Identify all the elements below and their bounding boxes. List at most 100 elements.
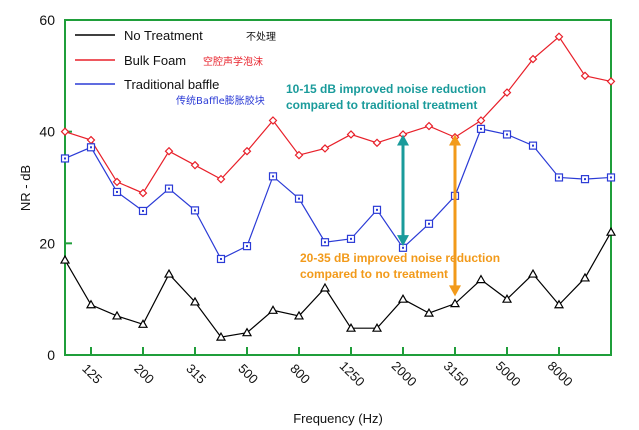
data-point-triangle <box>59 254 71 264</box>
series-layer <box>59 32 617 341</box>
data-point-diamond <box>216 174 226 184</box>
data-point-square-dot <box>506 133 508 136</box>
data-point-diamond <box>476 116 486 125</box>
x-tick-label: 800 <box>287 361 313 387</box>
data-point-diamond <box>60 127 70 137</box>
x-tick-label: 1250 <box>337 358 368 389</box>
data-point-square-dot <box>272 175 274 178</box>
data-point-square-dot <box>168 187 170 190</box>
x-tick-label: 2000 <box>389 358 420 389</box>
annotation-arrow-head-bottom-0 <box>397 235 409 247</box>
data-point-square-dot <box>480 127 482 130</box>
data-point-square-dot <box>90 146 92 149</box>
data-point-triangle <box>319 282 331 292</box>
data-point-diamond <box>320 144 330 153</box>
data-point-diamond <box>242 146 252 156</box>
data-point-triangle <box>345 322 357 332</box>
data-point-diamond <box>528 54 538 64</box>
data-point-triangle <box>527 268 539 278</box>
data-point-square-dot <box>142 209 144 212</box>
y-tick-label: 60 <box>39 12 55 28</box>
data-point-triangle <box>449 298 461 308</box>
x-tick-label: 500 <box>235 361 261 387</box>
y-tick-label: 0 <box>47 347 55 363</box>
x-tick-label: 5000 <box>493 358 524 389</box>
data-point-square-dot <box>324 241 326 244</box>
data-point-triangle <box>293 310 305 320</box>
data-point-square-dot <box>584 178 586 181</box>
data-point-triangle <box>163 268 175 278</box>
y-tick-label: 20 <box>39 235 55 251</box>
series-line-0 <box>64 231 612 338</box>
data-point-square-dot <box>610 176 612 179</box>
annotation-no-treatment-line1: 20-35 dB improved noise reduction <box>300 251 500 265</box>
data-point-diamond <box>580 71 590 81</box>
data-point-square-dot <box>428 222 430 225</box>
legend-label-traditional-baffle-cn: 传统Baffle膨胀胶块 <box>176 94 265 107</box>
annotation-arrow-head-bottom-1 <box>449 285 461 297</box>
data-point-triangle <box>215 331 227 341</box>
annotation-baffle-line1: 10-15 dB improved noise reduction <box>286 82 486 96</box>
data-point-square-dot <box>402 246 404 249</box>
data-point-square-dot <box>116 190 118 193</box>
data-point-square-dot <box>246 245 248 248</box>
data-point-diamond <box>138 188 148 198</box>
annotation-baffle-line2: compared to traditional treatment <box>286 98 477 112</box>
data-point-triangle <box>267 305 279 314</box>
annotation-no-treatment-line2: compared to no treatment <box>300 267 448 281</box>
legend-label-bulk-foam: Bulk Foam <box>124 53 186 68</box>
y-axis-label: NR - dB <box>18 165 33 211</box>
data-point-triangle <box>111 310 123 320</box>
x-axis-label: Frequency (Hz) <box>293 411 383 426</box>
x-tick-label: 200 <box>131 361 157 387</box>
data-point-triangle <box>579 272 591 282</box>
data-point-triangle <box>423 307 435 317</box>
data-point-square-dot <box>350 237 352 240</box>
data-point-diamond <box>502 88 512 97</box>
data-point-diamond <box>164 146 174 156</box>
data-point-diamond <box>268 116 278 125</box>
data-point-triangle <box>475 274 487 284</box>
data-point-diamond <box>294 150 304 160</box>
data-point-diamond <box>606 77 616 86</box>
annotation-arrow-head-top-0 <box>397 134 409 146</box>
data-point-triangle <box>371 322 383 332</box>
y-tick-label: 40 <box>39 124 55 140</box>
data-point-diamond <box>346 130 356 139</box>
data-point-square-dot <box>64 157 66 160</box>
data-point-triangle <box>241 327 253 337</box>
data-point-triangle <box>397 293 409 303</box>
x-tick-label: 3150 <box>441 358 472 389</box>
data-point-triangle <box>553 299 565 309</box>
data-point-square-dot <box>532 144 534 147</box>
data-point-triangle <box>137 319 149 328</box>
data-point-diamond <box>424 121 434 131</box>
data-point-square-dot <box>194 209 196 212</box>
data-point-square-dot <box>558 176 560 179</box>
data-point-triangle <box>189 296 201 306</box>
y-axis-ticks: 0 20 40 60 <box>39 12 72 363</box>
x-tick-label: 8000 <box>545 358 576 389</box>
data-point-triangle <box>605 226 617 236</box>
data-point-triangle <box>501 293 513 303</box>
data-point-diamond <box>372 138 382 148</box>
legend: No Treatment 不处理 Bulk Foam 空腔声学泡沫 Tradit… <box>75 28 276 107</box>
x-tick-label: 125 <box>79 361 105 387</box>
legend-label-bulk-foam-cn: 空腔声学泡沫 <box>203 55 263 68</box>
legend-label-no-treatment-cn: 不处理 <box>246 31 276 43</box>
data-point-square-dot <box>220 257 222 260</box>
data-point-triangle <box>85 299 97 309</box>
series-line-1 <box>64 35 612 194</box>
legend-label-traditional-baffle: Traditional baffle <box>124 77 219 92</box>
data-point-square-dot <box>376 208 378 211</box>
annotation-arrow-head-top-1 <box>449 134 461 146</box>
x-tick-label: 315 <box>183 361 209 387</box>
legend-label-no-treatment: No Treatment <box>124 28 203 43</box>
data-point-diamond <box>554 32 564 42</box>
data-point-square-dot <box>298 197 300 200</box>
annotations-layer <box>397 134 461 297</box>
data-point-diamond <box>112 177 122 187</box>
series-line-2 <box>64 128 612 260</box>
data-point-diamond <box>190 160 200 170</box>
